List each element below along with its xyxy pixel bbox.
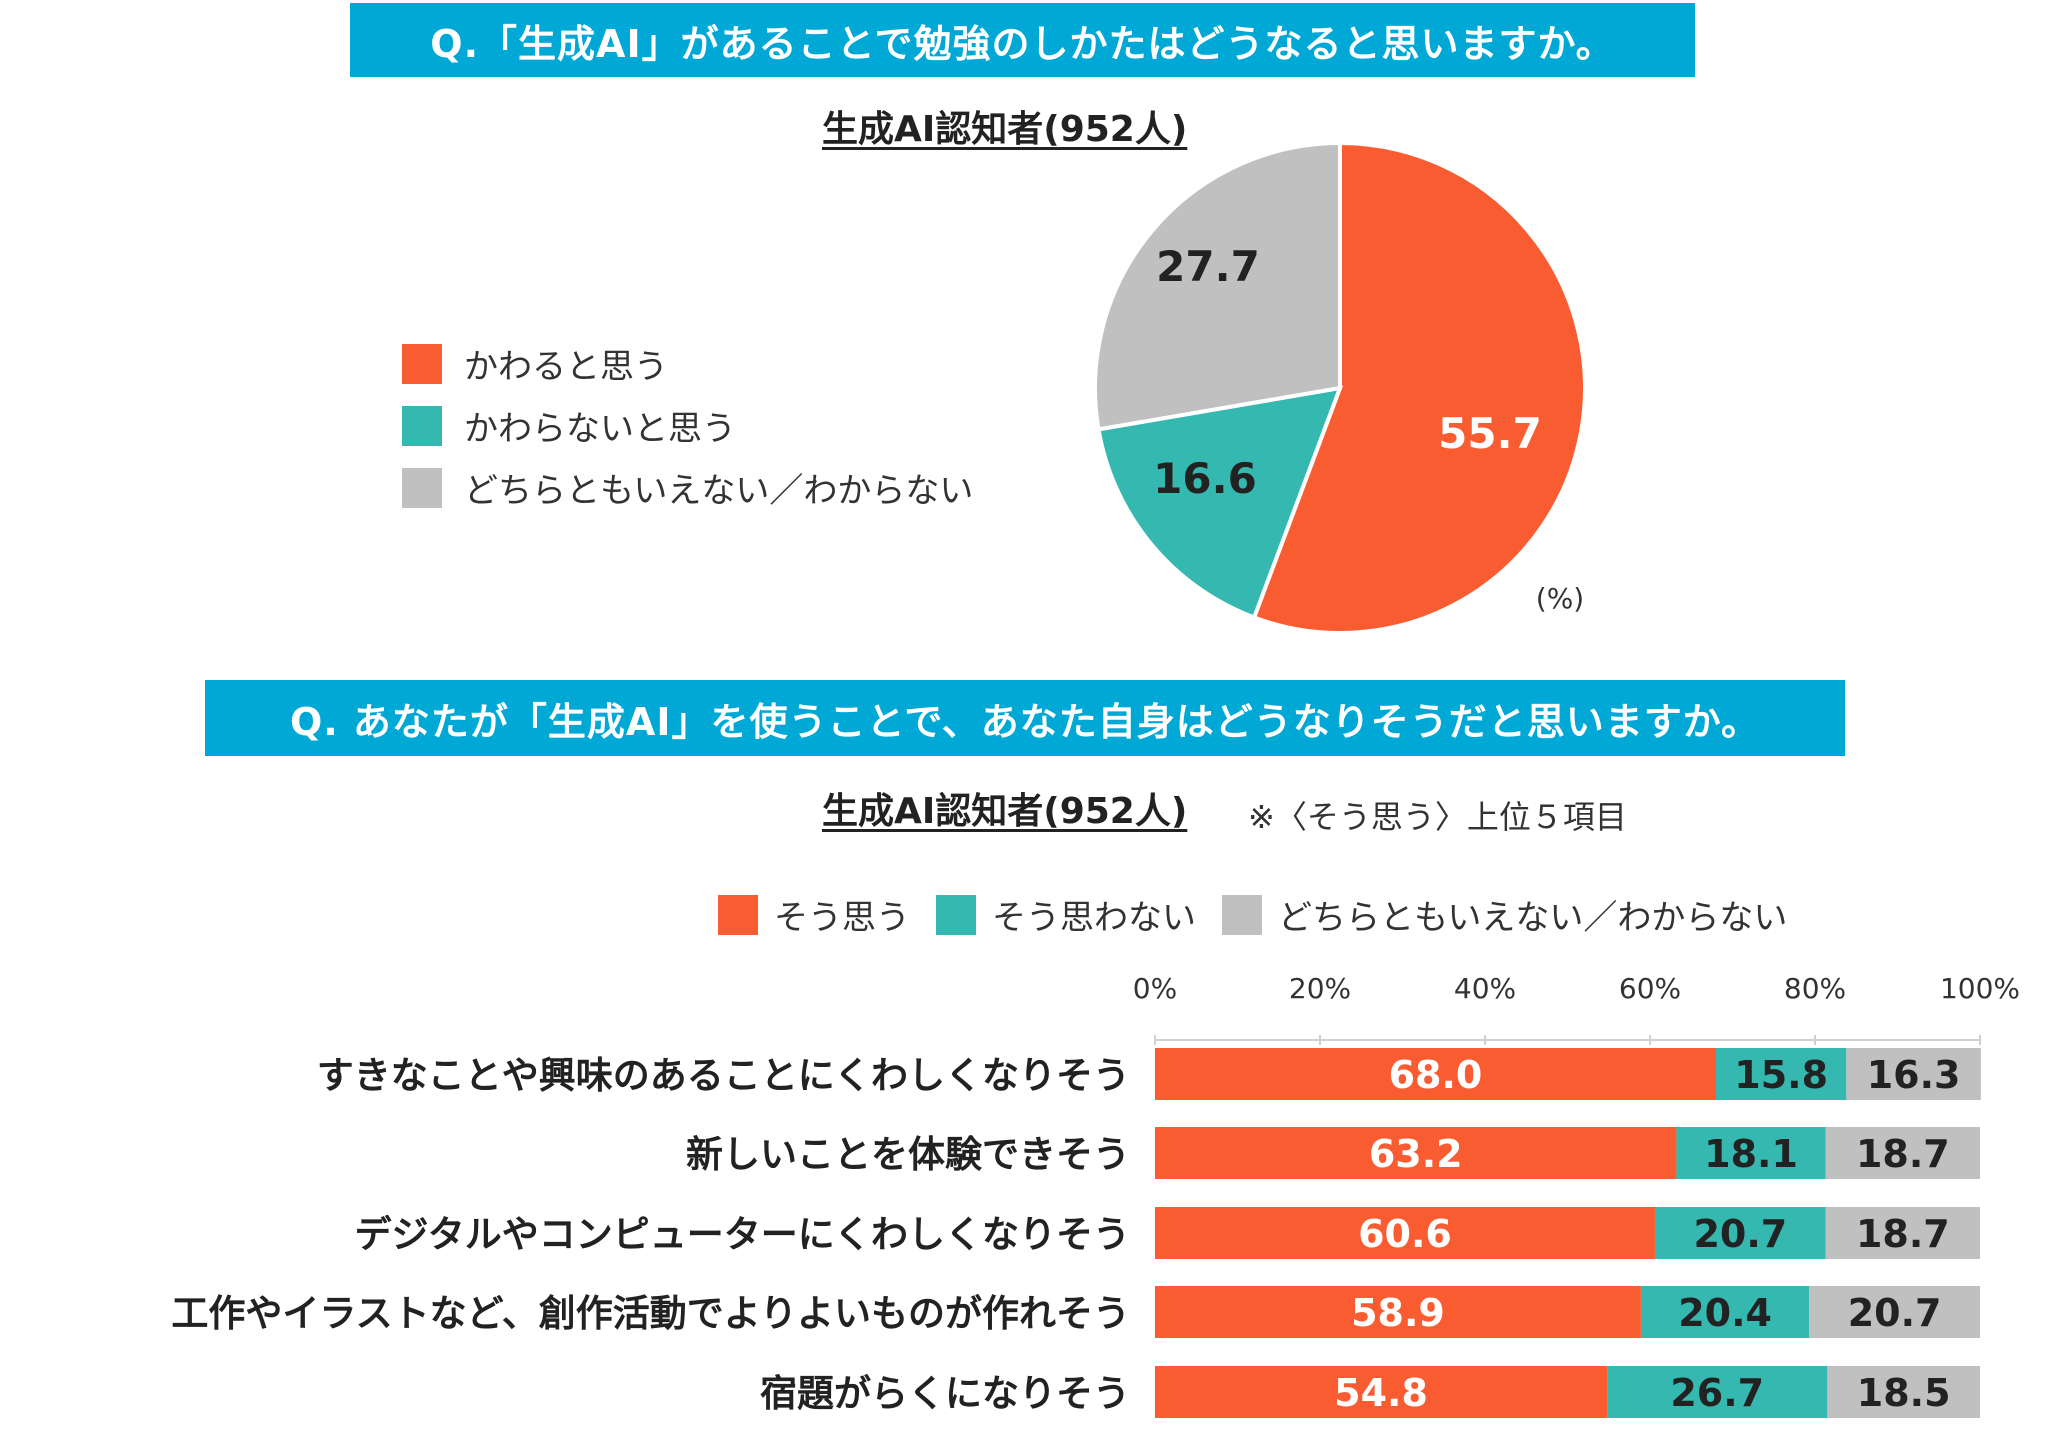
pie-chart: 55.7 16.6 27.7 (%) <box>1093 140 1587 635</box>
bar-legend-label-1: そう思わない <box>992 898 1196 938</box>
pie-legend-item-0: かわると思う <box>402 339 668 388</box>
bar-value-label-1-2: 18.7 <box>1856 1132 1950 1176</box>
question-2-banner: Q. あなたが「生成AI」を使うことで、あなた自身はどうなりそうだと思いますか。 <box>205 680 1845 756</box>
x-tick-label-0: 0% <box>1133 972 1177 1005</box>
pie-slice-1 <box>1096 385 1344 621</box>
bar-legend-swatch-0 <box>718 894 758 935</box>
bar-value-label-0-0: 68.0 <box>1389 1053 1483 1097</box>
bar-value-label-4-0: 54.8 <box>1334 1371 1428 1415</box>
bar-segment-4-1 <box>1607 1366 1828 1418</box>
x-tick-label-1: 20% <box>1289 972 1351 1005</box>
category-label-4: 宿題がらくになりそう <box>760 1372 1130 1415</box>
bar-segment-2-1 <box>1654 1207 1826 1259</box>
bar-segment-3-2 <box>1809 1286 1980 1338</box>
pie-slice-label-1: 16.6 <box>1153 454 1257 503</box>
pie-slice-2 <box>1093 140 1342 432</box>
pie-legend-label-1: かわらないと思う <box>464 409 736 449</box>
bar-segment-3-1 <box>1640 1286 1810 1338</box>
pie-legend-item-1: かわらないと思う <box>402 401 736 450</box>
pie-legend-label-0: かわると思う <box>464 347 668 387</box>
bar-value-label-2-2: 18.7 <box>1856 1212 1950 1256</box>
bar-subtitle: 生成AI認知者(952人) <box>822 791 1188 832</box>
x-tick-label-4: 80% <box>1784 972 1846 1005</box>
x-tick-label-3: 60% <box>1619 972 1681 1005</box>
bar-value-label-4-2: 18.5 <box>1857 1371 1951 1415</box>
bar-value-label-2-1: 20.7 <box>1693 1212 1787 1256</box>
bar-legend-swatch-2 <box>1222 894 1262 935</box>
bar-legend-item-0: そう思う <box>718 890 910 939</box>
x-tick-label-2: 40% <box>1454 972 1516 1005</box>
category-label-0: すきなことや興味のあることにくわしくなりそう <box>317 1054 1130 1097</box>
bar-segment-4-2 <box>1827 1366 1980 1418</box>
bar-segment-0-2 <box>1846 1048 1981 1100</box>
pie-slice-0 <box>1251 140 1587 635</box>
bar-legend-swatch-1 <box>936 894 976 935</box>
pie-legend-swatch-0 <box>402 343 442 384</box>
x-tick-label-5: 100% <box>1940 972 2020 1005</box>
bar-note: ※〈そう思う〉上位５項目 <box>1248 798 1627 836</box>
bar-segment-0-0 <box>1155 1048 1716 1100</box>
category-label-3: 工作やイラストなど、創作活動でよりよいものが作れそう <box>171 1292 1130 1335</box>
bar-segment-0-1 <box>1716 1048 1847 1100</box>
pie-slice-label-0: 55.7 <box>1438 409 1542 458</box>
bar-legend-label-2: どちらともいえない／わからない <box>1278 898 1788 938</box>
bar-segment-3-0 <box>1155 1286 1641 1338</box>
pie-legend-swatch-1 <box>402 405 442 446</box>
pie-legend-label-2: どちらともいえない／わからない <box>464 471 974 511</box>
bar-segment-2-0 <box>1155 1207 1655 1259</box>
bar-segment-1-0 <box>1155 1127 1677 1179</box>
bar-value-label-4-1: 26.7 <box>1670 1371 1764 1415</box>
bar-segment-2-2 <box>1825 1207 1980 1259</box>
bar-segment-1-2 <box>1825 1127 1980 1179</box>
bar-segment-4-0 <box>1155 1366 1608 1418</box>
bar-legend-item-2: どちらともいえない／わからない <box>1222 890 1787 939</box>
category-label-1: 新しいことを体験できそう <box>686 1133 1130 1176</box>
bar-value-label-1-0: 63.2 <box>1369 1132 1463 1176</box>
question-2-text: Q. あなたが「生成AI」を使うことで、あなた自身はどうなりそうだと思いますか。 <box>289 699 1761 744</box>
pie-subtitle: 生成AI認知者(952人) <box>822 109 1188 150</box>
pie-unit-label: (%) <box>1536 582 1584 615</box>
bar-legend-item-1: そう思わない <box>936 890 1196 939</box>
bar-value-label-0-1: 15.8 <box>1734 1053 1828 1097</box>
question-1-text: Q.「生成AI」があることで勉強のしかたはどうなると思いますか。 <box>430 21 1615 66</box>
bar-value-label-3-2: 20.7 <box>1848 1291 1942 1335</box>
question-1-banner: Q.「生成AI」があることで勉強のしかたはどうなると思いますか。 <box>350 3 1695 77</box>
bar-legend: そう思う そう思わない どちらともいえない／わからない <box>718 890 1813 939</box>
pie-slice-label-2: 27.7 <box>1156 242 1260 291</box>
bar-value-label-0-2: 16.3 <box>1867 1053 1961 1097</box>
bar-segment-1-1 <box>1676 1127 1826 1179</box>
bar-value-label-3-1: 20.4 <box>1678 1291 1772 1335</box>
bar-value-label-2-0: 60.6 <box>1358 1212 1452 1256</box>
bar-value-label-1-1: 18.1 <box>1704 1132 1798 1176</box>
pie-legend-swatch-2 <box>402 467 442 508</box>
category-label-2: デジタルやコンピューターにくわしくなりそう <box>354 1213 1130 1256</box>
bar-legend-label-0: そう思う <box>774 898 910 938</box>
bar-value-label-3-0: 58.9 <box>1351 1291 1445 1335</box>
pie-legend-item-2: どちらともいえない／わからない <box>402 463 973 512</box>
